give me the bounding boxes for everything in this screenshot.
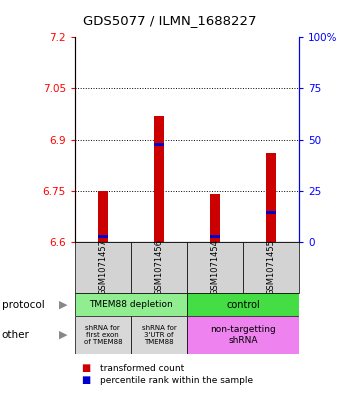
Text: protocol: protocol	[2, 299, 45, 310]
FancyBboxPatch shape	[187, 242, 243, 293]
Text: TMEM88 depletion: TMEM88 depletion	[89, 300, 173, 309]
Text: ■: ■	[82, 375, 91, 385]
Text: shRNA for
3'UTR of
TMEM88: shRNA for 3'UTR of TMEM88	[141, 325, 176, 345]
FancyBboxPatch shape	[131, 242, 187, 293]
Bar	[154, 143, 164, 146]
FancyBboxPatch shape	[187, 316, 299, 354]
Text: GSM1071455: GSM1071455	[267, 239, 276, 295]
Text: non-targetting
shRNA: non-targetting shRNA	[210, 325, 276, 345]
Bar	[266, 153, 276, 242]
Text: control: control	[226, 299, 260, 310]
FancyBboxPatch shape	[75, 293, 187, 316]
Text: GSM1071454: GSM1071454	[210, 239, 220, 295]
Bar	[210, 235, 220, 238]
Text: GSM1071457: GSM1071457	[98, 239, 107, 295]
Bar	[266, 211, 276, 215]
FancyBboxPatch shape	[131, 316, 187, 354]
Text: transformed count: transformed count	[100, 364, 185, 373]
Text: percentile rank within the sample: percentile rank within the sample	[100, 376, 253, 384]
Bar	[98, 191, 108, 242]
Text: shRNA for
first exon
of TMEM88: shRNA for first exon of TMEM88	[84, 325, 122, 345]
FancyBboxPatch shape	[243, 242, 299, 293]
Bar	[210, 194, 220, 242]
Text: other: other	[2, 330, 30, 340]
Text: ▶: ▶	[58, 330, 67, 340]
Text: ■: ■	[82, 363, 91, 373]
FancyBboxPatch shape	[187, 293, 299, 316]
FancyBboxPatch shape	[75, 242, 131, 293]
Bar	[154, 116, 164, 242]
Text: GDS5077 / ILMN_1688227: GDS5077 / ILMN_1688227	[83, 14, 257, 27]
Text: ▶: ▶	[58, 299, 67, 310]
Text: GSM1071456: GSM1071456	[154, 239, 164, 295]
Bar	[98, 235, 108, 238]
FancyBboxPatch shape	[75, 316, 131, 354]
